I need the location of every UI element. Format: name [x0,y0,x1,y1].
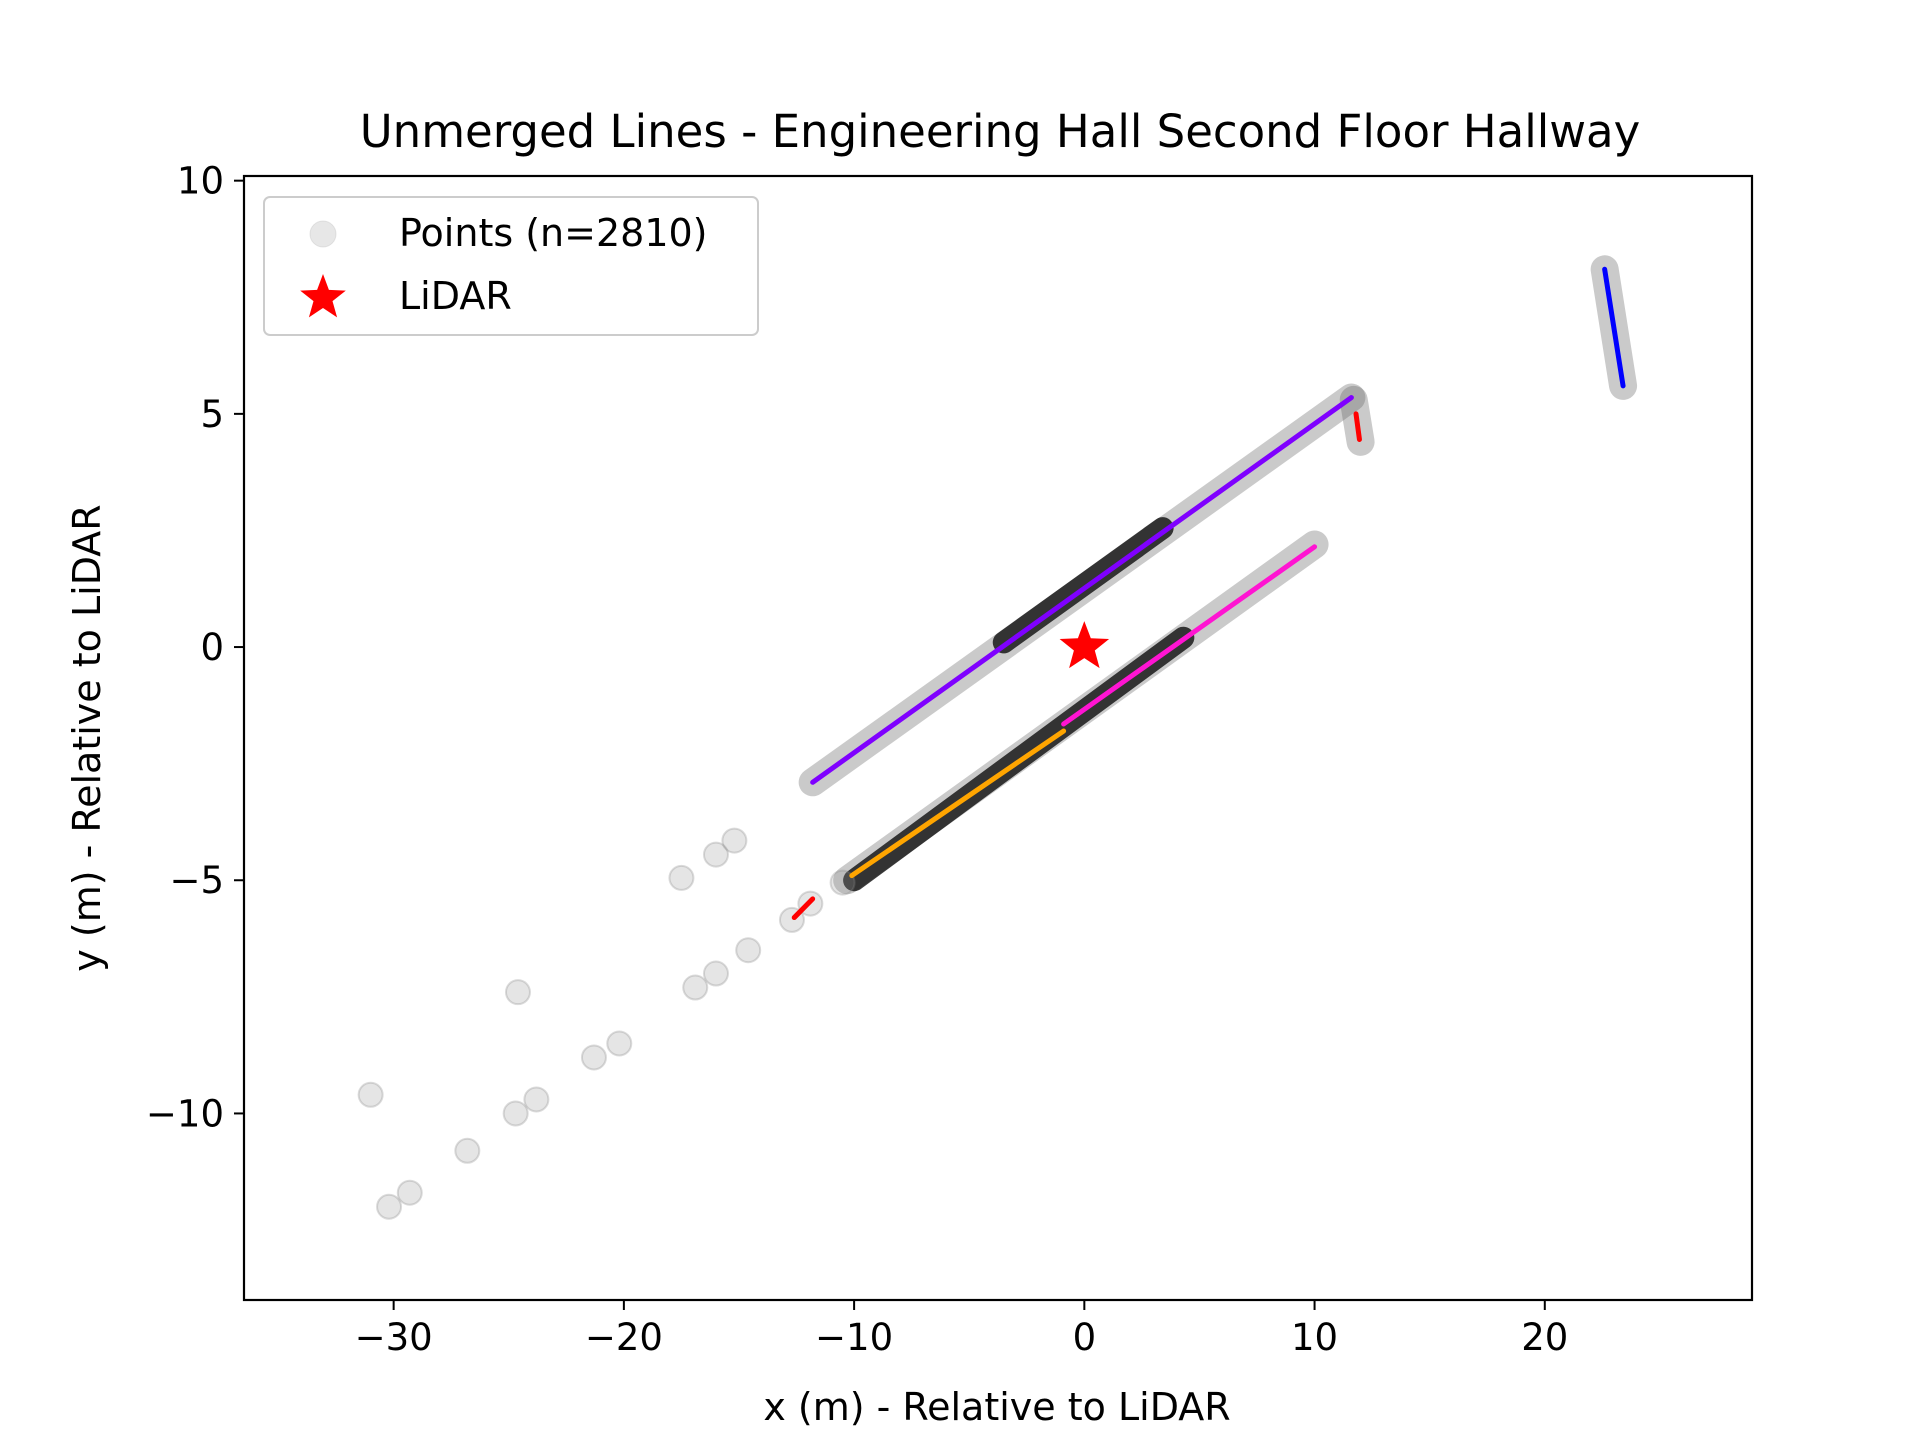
fitted-line-segment [849,728,1067,879]
scan-point [606,1030,633,1057]
wall-point-cloud [992,517,1174,654]
x-tick-label: 20 [1521,1316,1568,1359]
scan-point [829,869,856,896]
scan-point [702,841,729,868]
scan-point [396,1179,423,1206]
fitted-line-segment [791,896,816,921]
scan-point [702,960,729,987]
legend-points-marker [309,220,337,248]
scan-point [454,1137,481,1164]
scan-point [523,1086,550,1113]
scan-point [376,1193,403,1220]
scan-point [721,827,748,854]
x-tick-label: 10 [1291,1316,1338,1359]
scan-point [504,979,531,1006]
y-tick-label: −5 [169,859,224,902]
scan-point [502,1100,529,1127]
scan-point [735,937,762,964]
legend-box [263,196,759,336]
x-tick-label: −10 [815,1316,893,1359]
scan-point [682,974,709,1001]
legend-lidar-marker [300,274,346,318]
y-axis-label: y (m) - Relative to LiDAR [65,504,109,971]
y-tick-label: 5 [200,393,224,436]
lidar-marker [1059,621,1110,669]
x-tick-label: 0 [1073,1316,1097,1359]
scan-point [580,1044,607,1071]
x-tick-label: −30 [355,1316,433,1359]
legend: Points (n=2810) LiDAR [263,196,759,336]
legend-points-label: Points (n=2810) [399,211,708,255]
fitted-line-segment [810,395,1354,785]
y-tick-label: −10 [146,1092,224,1135]
scan-point [668,864,695,891]
fitted-line-segment [1353,411,1362,443]
fitted-line-segment [1602,266,1626,389]
plot-frame [242,174,1754,1302]
chart-title: Unmerged Lines - Engineering Hall Second… [360,105,1641,158]
y-tick-label: 10 [177,160,224,203]
plot-area [357,255,1638,1220]
axes: −30 −20 −10 0 10 20 −10 −5 0 5 10 [146,160,1568,1359]
y-tick-label: 0 [200,626,224,669]
fitted-line-segment [1061,544,1318,727]
legend-lidar-label: LiDAR [399,274,512,318]
x-tick-label: −20 [585,1316,663,1359]
x-axis-label: x (m) - Relative to LiDAR [763,1385,1230,1429]
scan-point [357,1081,384,1108]
